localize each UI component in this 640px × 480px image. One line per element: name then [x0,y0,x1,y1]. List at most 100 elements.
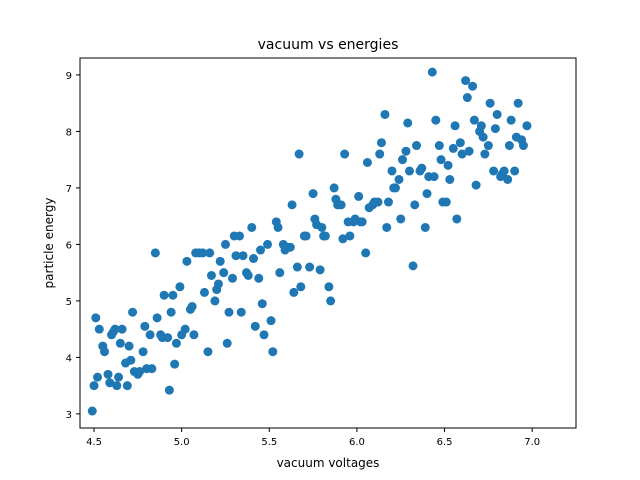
y-tick-label: 9 [66,71,72,82]
data-point [187,302,197,312]
data-point [114,372,124,382]
data-point [189,330,199,340]
data-point [126,355,136,365]
data-point [231,251,241,261]
data-point [396,214,406,224]
x-tick-label: 5.5 [261,437,277,448]
data-point [375,149,385,159]
plot-area [79,57,577,429]
data-point [128,307,138,317]
data-point [422,189,432,199]
data-point [408,261,418,271]
data-point [427,67,437,77]
data-point [213,279,223,289]
data-point [478,132,488,142]
x-tick-label: 7.0 [524,437,540,448]
data-point [182,256,192,266]
data-point [203,347,213,357]
data-point [441,197,451,207]
data-point [175,282,185,292]
data-point [510,166,520,176]
data-point [227,273,237,283]
data-point [301,231,311,241]
data-point [315,265,325,275]
data-point [259,330,269,340]
data-point [103,369,113,379]
data-point [410,200,420,210]
y-tick-label: 3 [66,410,72,421]
data-point [471,180,481,190]
data-point [492,109,502,119]
data-point [401,146,411,156]
data-point [249,254,259,264]
data-point [490,124,500,134]
data-point [205,248,215,258]
data-point [376,138,386,148]
data-point [94,324,104,334]
data-point [469,115,479,125]
data-point [450,121,460,131]
data-point [257,299,267,309]
data-point [489,166,499,176]
data-point [394,174,404,184]
data-point [263,239,273,249]
data-point [485,98,495,108]
data-point [152,313,162,323]
data-point [390,183,400,193]
data-point [138,347,148,357]
data-point [199,287,209,297]
data-point [168,290,178,300]
data-point [163,333,173,343]
x-tick-label: 5.0 [174,437,190,448]
data-point [117,324,127,334]
data-point [455,138,465,148]
data-point [354,191,364,201]
data-point [287,200,297,210]
data-point [329,183,339,193]
data-point [462,93,472,103]
data-point [468,81,478,91]
data-point [429,172,439,182]
chart-title: vacuum vs energies [258,37,399,53]
data-point [170,359,180,369]
data-point [461,76,471,86]
data-point [383,197,393,207]
x-tick-label: 4.5 [86,437,102,448]
data-point [443,160,453,170]
data-point [397,155,407,165]
data-point [275,268,285,278]
data-point [224,307,234,317]
data-point [445,174,455,184]
data-point [324,282,334,292]
data-point [135,367,145,377]
data-point [522,121,532,131]
data-point [180,324,190,334]
data-point [434,141,444,151]
data-point [219,268,229,278]
data-points [87,67,532,416]
data-point [110,324,120,334]
data-point [266,316,276,326]
data-point [150,248,160,258]
y-tick-label: 7 [66,184,72,195]
y-tick-label: 6 [66,240,72,251]
data-point [115,338,125,348]
data-point [448,143,458,153]
data-point [480,149,490,159]
data-point [380,109,390,119]
data-point [292,262,302,272]
x-axis-ticks: 4.5 5.0 5.5 6.0 6.5 7.0 [86,428,540,448]
data-point [420,222,430,232]
data-point [417,163,427,173]
data-point [268,347,278,357]
data-point [373,197,383,207]
data-point [518,141,528,151]
data-point [236,307,246,317]
data-point [483,141,493,151]
data-point [87,406,97,416]
y-tick-label: 4 [66,353,72,364]
data-point [285,242,295,252]
data-point [464,146,474,156]
data-point [91,313,101,323]
